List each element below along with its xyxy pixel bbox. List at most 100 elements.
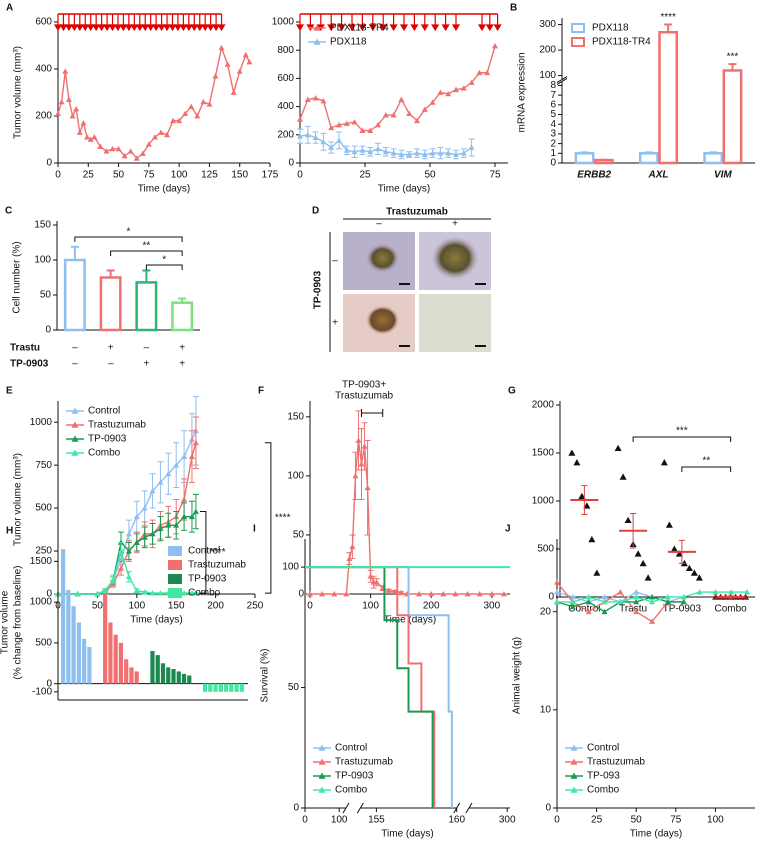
- point: [639, 559, 647, 567]
- marker: [437, 89, 444, 95]
- marker: [390, 150, 397, 156]
- bar: [66, 589, 71, 684]
- marker: [649, 618, 656, 624]
- marker: [416, 591, 423, 597]
- significance-label: ****: [210, 547, 226, 558]
- bar: [99, 276, 122, 332]
- point: [634, 550, 642, 557]
- marker: [554, 589, 560, 595]
- marker: [87, 136, 94, 142]
- error-bar: [581, 485, 588, 515]
- dose-arrow: [347, 14, 357, 32]
- row-label: TP-0903: [10, 359, 49, 370]
- marker: [192, 590, 199, 596]
- significance-label: *: [162, 255, 166, 266]
- marker: [336, 121, 342, 128]
- marker: [585, 608, 592, 615]
- dose-arrow: [108, 14, 117, 32]
- marker: [65, 96, 72, 102]
- marker: [328, 124, 335, 131]
- dose-arrow: [410, 14, 419, 32]
- marker: [182, 110, 189, 117]
- y-tick-label: 7: [550, 90, 556, 101]
- marker: [218, 44, 225, 51]
- x-tick-label: 0: [554, 815, 560, 826]
- y-tick-label: 100: [282, 562, 299, 573]
- bar: [76, 622, 81, 684]
- series-line: [58, 442, 197, 595]
- y-tick-label: 600: [277, 73, 294, 84]
- bar: [63, 258, 86, 332]
- panel-label: C: [5, 206, 12, 217]
- y-tick-label: 6: [550, 99, 556, 110]
- marker: [224, 61, 231, 67]
- row-label: –: [332, 256, 338, 267]
- legend-marker: [71, 435, 79, 442]
- error-bar: [664, 23, 673, 33]
- bar: [103, 593, 108, 684]
- marker: [127, 148, 134, 154]
- marker: [304, 96, 311, 102]
- y-tick-label: 200: [35, 111, 52, 122]
- legend-label: Trastuzumab: [587, 757, 645, 768]
- marker: [492, 42, 498, 49]
- row-value: +: [179, 343, 185, 354]
- dose-arrow: [70, 14, 79, 32]
- point: [695, 574, 703, 581]
- marker: [125, 530, 132, 537]
- legend-label: PDX118-TR4: [592, 37, 651, 48]
- organoid: [365, 243, 400, 274]
- marker: [188, 103, 195, 109]
- marker: [181, 513, 188, 520]
- marker: [429, 99, 436, 105]
- x-tick-label: 25: [83, 170, 95, 181]
- point: [675, 550, 683, 557]
- point: [670, 545, 678, 552]
- point: [660, 459, 668, 466]
- bar: [202, 683, 208, 692]
- y-tick-label: 800: [277, 45, 294, 56]
- marker: [355, 437, 362, 443]
- x-axis-label: Time (days): [130, 615, 182, 626]
- legend-swatch: [571, 23, 585, 33]
- error-bar: [678, 539, 685, 564]
- marker: [94, 591, 101, 597]
- marker: [414, 150, 420, 156]
- y-axis-label: mRNA expression: [517, 52, 528, 132]
- category-label: Trastu: [619, 604, 647, 615]
- marker: [373, 579, 380, 585]
- point: [624, 516, 632, 523]
- x-tick-label: 200: [207, 601, 224, 612]
- significance-bracket: [264, 442, 272, 594]
- legend-marker: [570, 772, 578, 779]
- bar: [208, 683, 213, 692]
- marker: [397, 589, 404, 596]
- marker: [359, 147, 366, 153]
- significance-label: ***: [676, 426, 688, 437]
- marker: [421, 151, 428, 157]
- y-tick-label: 300: [539, 19, 556, 30]
- bar: [234, 683, 239, 692]
- y-tick-label: 0: [46, 678, 52, 689]
- error-bar: [580, 151, 589, 154]
- significance-label: ***: [727, 52, 739, 63]
- x-tick-label: 50: [92, 601, 104, 612]
- bar: [229, 683, 234, 692]
- y-axis-label: Tumor volume: [0, 590, 11, 654]
- y-tick-label: 0: [293, 803, 299, 814]
- x-tick-label: 50: [113, 170, 125, 181]
- column-title: Trastuzumab: [386, 207, 448, 218]
- marker: [375, 145, 381, 152]
- y-tick-label: 20: [540, 606, 552, 617]
- legend-label: TP-0903: [88, 434, 127, 445]
- bar: [703, 152, 724, 165]
- bar: [82, 638, 87, 684]
- marker: [69, 113, 76, 119]
- marker: [121, 152, 128, 159]
- legend-label: Combo: [88, 448, 121, 459]
- category-label: VIM: [714, 170, 732, 181]
- bar: [181, 673, 187, 684]
- legend-label: TP-093: [587, 771, 620, 782]
- y-tick-label: 2: [550, 138, 556, 149]
- panel-label: G: [508, 386, 516, 397]
